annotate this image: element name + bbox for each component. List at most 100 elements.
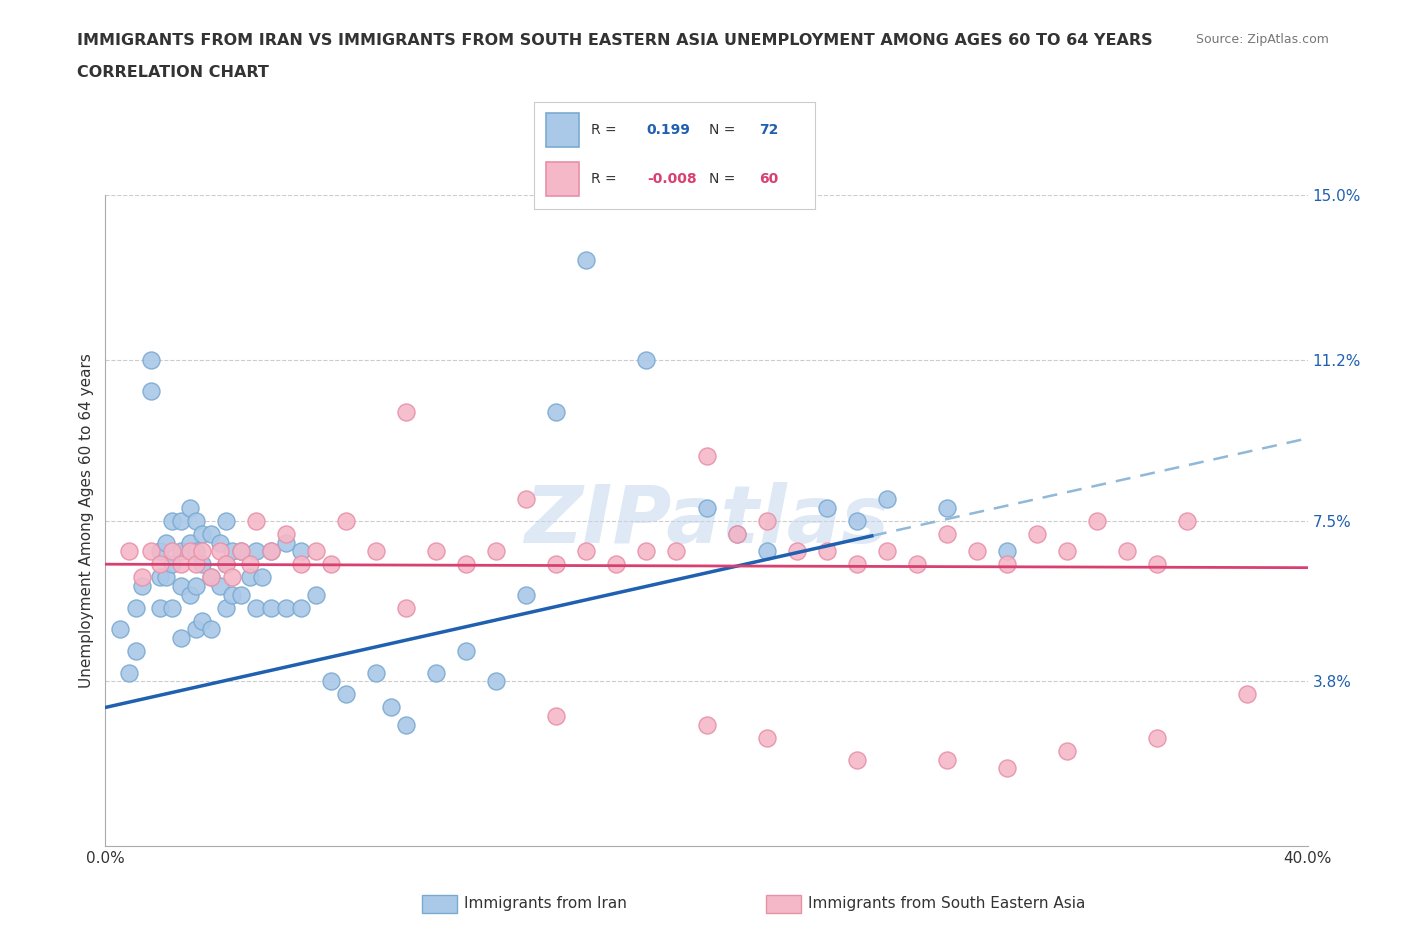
Point	[155, 570, 177, 585]
Point	[214, 557, 236, 572]
Point	[966, 544, 988, 559]
Point	[200, 570, 222, 585]
Point	[636, 352, 658, 367]
Point	[845, 513, 868, 528]
Point	[250, 570, 273, 585]
Point	[139, 383, 162, 398]
Text: ZIPatlas: ZIPatlas	[524, 482, 889, 560]
Point	[190, 526, 212, 541]
Point	[245, 600, 267, 615]
Point	[319, 674, 342, 689]
Point	[124, 644, 146, 658]
Point	[229, 544, 252, 559]
Point	[395, 405, 418, 419]
Point	[274, 535, 297, 550]
Text: IMMIGRANTS FROM IRAN VS IMMIGRANTS FROM SOUTH EASTERN ASIA UNEMPLOYMENT AMONG AG: IMMIGRANTS FROM IRAN VS IMMIGRANTS FROM …	[77, 33, 1153, 47]
Point	[485, 544, 508, 559]
Text: N =: N =	[709, 123, 735, 137]
Point	[260, 544, 283, 559]
Point	[515, 587, 537, 602]
Point	[1056, 544, 1078, 559]
Point	[1026, 526, 1049, 541]
Point	[260, 600, 283, 615]
Point	[190, 557, 212, 572]
Point	[124, 600, 146, 615]
Point	[1085, 513, 1108, 528]
Point	[160, 557, 183, 572]
Y-axis label: Unemployment Among Ages 60 to 64 years: Unemployment Among Ages 60 to 64 years	[79, 353, 94, 688]
Point	[546, 557, 568, 572]
Text: CORRELATION CHART: CORRELATION CHART	[77, 65, 269, 80]
Point	[179, 535, 201, 550]
Point	[229, 544, 252, 559]
Point	[305, 544, 328, 559]
Point	[184, 578, 207, 593]
Point	[936, 752, 959, 767]
Point	[139, 352, 162, 367]
Point	[845, 752, 868, 767]
Point	[636, 544, 658, 559]
Point	[936, 526, 959, 541]
Point	[454, 644, 477, 658]
Point	[335, 687, 357, 702]
Point	[335, 513, 357, 528]
Point	[214, 557, 236, 572]
Point	[1116, 544, 1139, 559]
Point	[200, 570, 222, 585]
Point	[190, 613, 212, 628]
Point	[786, 544, 808, 559]
Point	[110, 622, 132, 637]
Point	[290, 557, 312, 572]
Text: Source: ZipAtlas.com: Source: ZipAtlas.com	[1195, 33, 1329, 46]
Text: N =: N =	[709, 172, 735, 186]
Point	[169, 631, 191, 645]
Point	[179, 544, 201, 559]
Point	[208, 578, 231, 593]
Point	[696, 717, 718, 732]
Point	[364, 544, 387, 559]
Text: 0.199: 0.199	[647, 123, 690, 137]
Point	[131, 578, 153, 593]
Point	[155, 535, 177, 550]
Point	[815, 544, 838, 559]
Point	[245, 544, 267, 559]
Point	[755, 513, 778, 528]
Point	[995, 544, 1018, 559]
Text: Immigrants from Iran: Immigrants from Iran	[464, 897, 627, 911]
Point	[184, 557, 207, 572]
Point	[425, 665, 447, 680]
Point	[936, 500, 959, 515]
Point	[546, 709, 568, 724]
Point	[221, 587, 243, 602]
Point	[364, 665, 387, 680]
Text: -0.008: -0.008	[647, 172, 696, 186]
Point	[845, 557, 868, 572]
Point	[214, 513, 236, 528]
Point	[148, 544, 170, 559]
Point	[221, 544, 243, 559]
Point	[239, 557, 262, 572]
Point	[815, 500, 838, 515]
Point	[696, 500, 718, 515]
Point	[575, 544, 598, 559]
Point	[274, 600, 297, 615]
Point	[184, 513, 207, 528]
Text: Immigrants from South Eastern Asia: Immigrants from South Eastern Asia	[808, 897, 1085, 911]
Point	[995, 761, 1018, 776]
Point	[239, 570, 262, 585]
Point	[290, 600, 312, 615]
Point	[725, 526, 748, 541]
Point	[148, 557, 170, 572]
Point	[454, 557, 477, 572]
Point	[1236, 687, 1258, 702]
Point	[208, 535, 231, 550]
Text: 72: 72	[759, 123, 779, 137]
Point	[190, 544, 212, 559]
Point	[1146, 557, 1168, 572]
Point	[696, 448, 718, 463]
Point	[305, 587, 328, 602]
Point	[319, 557, 342, 572]
Point	[169, 557, 191, 572]
Text: R =: R =	[591, 172, 616, 186]
Point	[169, 578, 191, 593]
